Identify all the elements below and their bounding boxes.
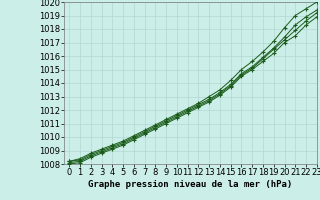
X-axis label: Graphe pression niveau de la mer (hPa): Graphe pression niveau de la mer (hPa) xyxy=(88,180,292,189)
